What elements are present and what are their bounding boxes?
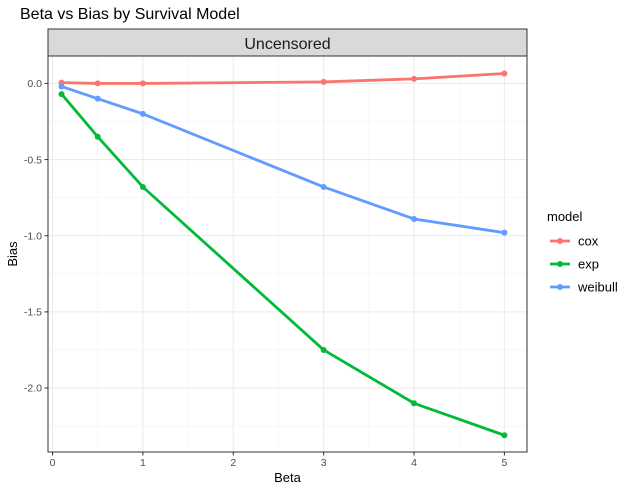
legend-label: weibull	[577, 280, 618, 295]
facet-strip	[47, 28, 528, 57]
data-point-exp	[320, 346, 327, 353]
series-weibull	[58, 83, 508, 236]
series-line-cox	[61, 72, 505, 85]
x-tick-label: 5	[501, 457, 507, 469]
series-cox	[58, 70, 508, 87]
x-tick-label: 0	[50, 457, 56, 469]
legend-key-point	[557, 284, 563, 290]
series-line-weibull	[61, 85, 505, 235]
legend-key-point	[557, 261, 563, 267]
legend-item-exp: exp	[550, 257, 599, 272]
data-point-weibull	[320, 183, 327, 190]
y-tick-label: -2.0	[24, 383, 42, 395]
legend-title: model	[547, 209, 583, 224]
series-exp	[58, 91, 508, 439]
data-point-cox	[320, 78, 327, 85]
data-point-exp	[411, 400, 418, 407]
legend-label: exp	[578, 257, 599, 272]
minor-gridlines	[48, 56, 527, 452]
data-point-exp	[58, 91, 65, 98]
data-point-cox	[411, 75, 418, 82]
data-point-exp	[94, 133, 101, 140]
data-point-cox	[139, 80, 146, 87]
chart-title: Beta vs Bias by Survival Model	[20, 6, 240, 23]
legend: model cox exp weibull	[547, 209, 618, 295]
series-layer	[58, 70, 508, 439]
legend-item-weibull: weibull	[550, 280, 618, 295]
data-point-exp	[501, 432, 508, 439]
data-point-cox	[501, 70, 508, 77]
x-tick-label: 4	[411, 457, 417, 469]
data-point-weibull	[58, 83, 65, 90]
plot-panel-border	[47, 55, 528, 453]
x-axis-title: Beta	[274, 470, 302, 485]
x-axis: 0 1 2 3 4 5	[50, 452, 507, 469]
y-tick-label: -0.5	[24, 154, 42, 166]
major-gridlines	[48, 56, 527, 452]
facet-strip-label: Uncensored	[244, 36, 330, 53]
data-point-weibull	[411, 215, 418, 222]
plot-panel	[48, 56, 527, 452]
legend-key-point	[557, 238, 563, 244]
x-tick-label: 2	[230, 457, 236, 469]
y-axis-title: Bias	[5, 241, 20, 267]
data-point-weibull	[501, 229, 508, 236]
y-axis: 0.0 -0.5 -1.0 -1.5 -2.0	[24, 78, 48, 395]
x-tick-label: 3	[321, 457, 327, 469]
data-point-cox	[94, 80, 101, 87]
legend-label: cox	[578, 234, 599, 249]
y-tick-label: -1.0	[24, 230, 42, 242]
data-point-weibull	[139, 110, 146, 117]
legend-item-cox: cox	[550, 234, 599, 249]
y-tick-label: 0.0	[27, 78, 42, 90]
data-point-exp	[139, 183, 146, 190]
series-line-exp	[60, 93, 505, 437]
x-tick-label: 1	[140, 457, 146, 469]
y-tick-label: -1.5	[24, 307, 42, 319]
data-point-weibull	[94, 95, 101, 102]
